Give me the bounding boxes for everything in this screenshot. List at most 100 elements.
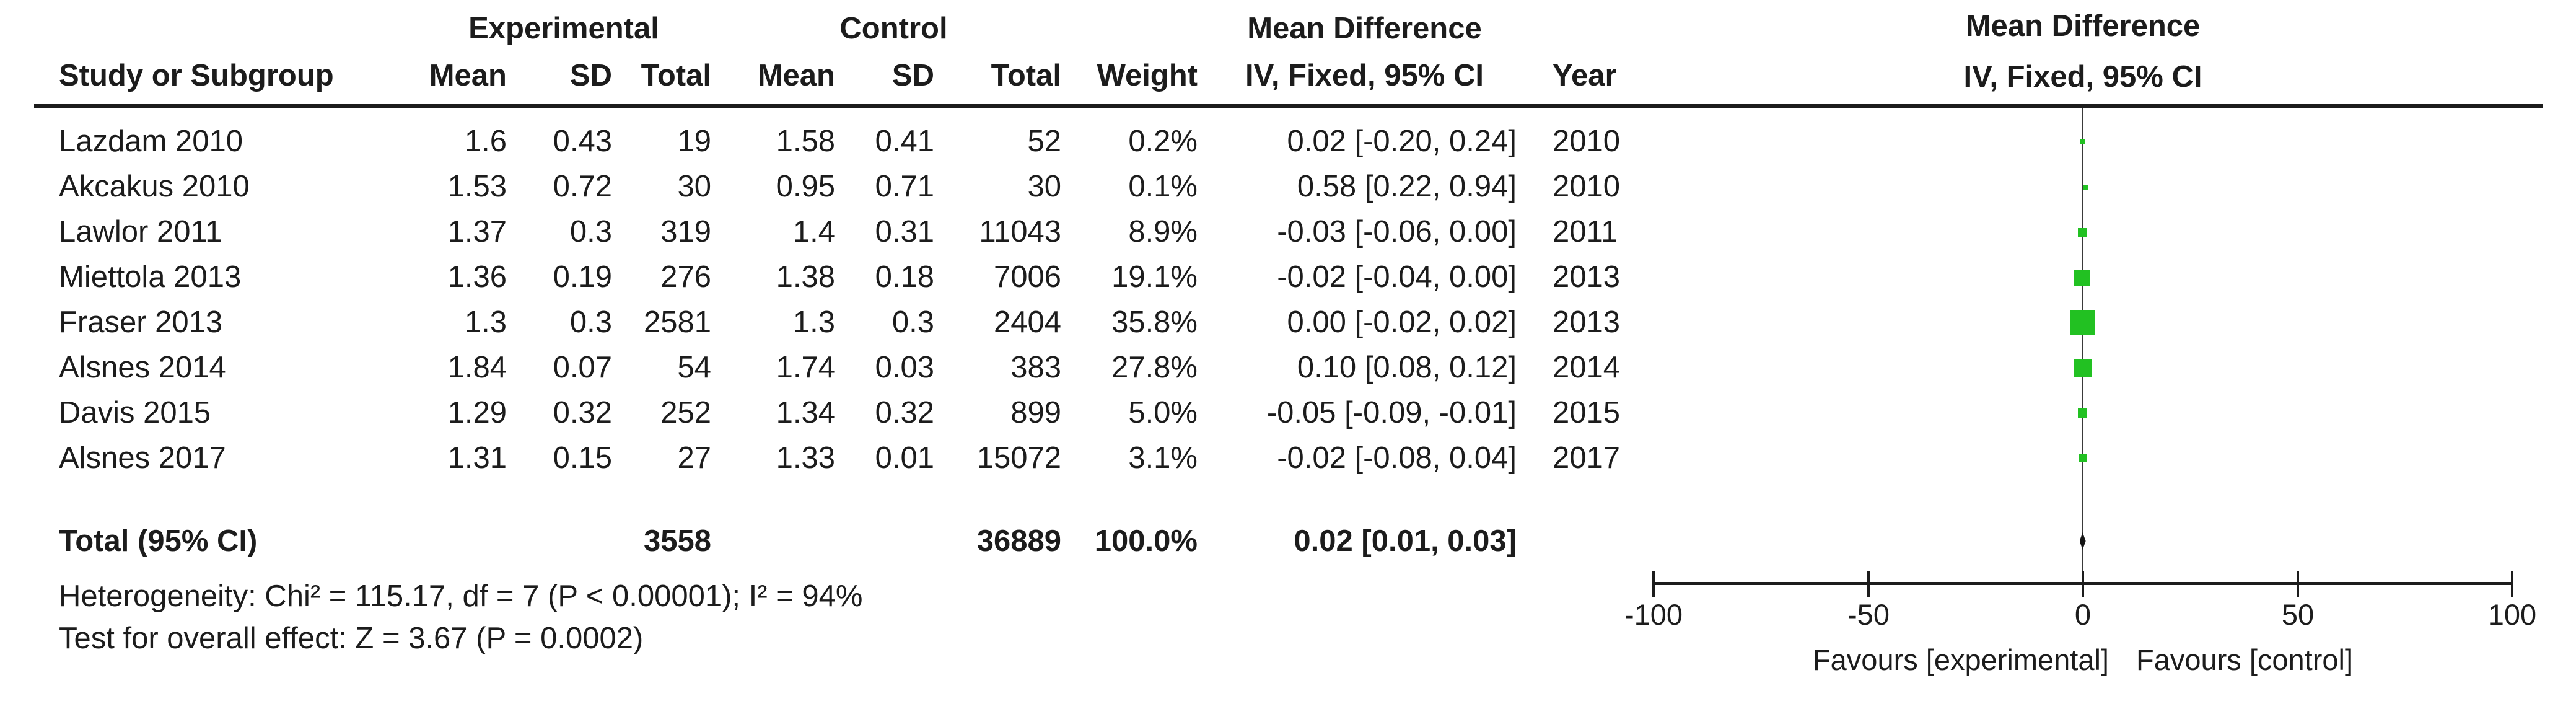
exp-sd-cell: 0.72 — [553, 170, 612, 203]
weight-cell: 19.1% — [1111, 260, 1198, 294]
weight-cell: 35.8% — [1111, 306, 1198, 339]
spacer — [1069, 6, 1205, 51]
year-cell: 2013 — [1553, 260, 1621, 294]
ctl-total-cell: 383 — [1010, 351, 1061, 384]
weight-cell: 0.1% — [1128, 170, 1198, 203]
exp-total-cell: 319 — [660, 215, 711, 249]
ctl-sd-cell: 0.18 — [875, 260, 934, 294]
axis-tick-label: 0 — [2074, 598, 2092, 631]
exp-total-cell: 27 — [677, 441, 711, 475]
ctl-sd-cell: 0.3 — [892, 306, 934, 339]
study-label: Fraser 2013 — [59, 306, 223, 339]
ctl-sd-cell: 0.41 — [875, 125, 934, 158]
ctl-total-cell: 899 — [1010, 396, 1061, 429]
exp-mean-cell: 1.36 — [447, 260, 507, 294]
total-exp-total: 3558 — [643, 524, 711, 558]
group-header-experimental: Experimental — [468, 12, 659, 45]
ctl-sd-cell: 0.71 — [875, 170, 934, 203]
study-label: Lazdam 2010 — [59, 125, 243, 158]
axis-tick-label: 50 — [2281, 598, 2315, 631]
ctl-total-cell: 2404 — [993, 306, 1061, 339]
ctl-sd-cell: 0.01 — [875, 441, 934, 475]
exp-mean-cell: 1.29 — [447, 396, 507, 429]
study-rows: Lazdam 2010 1.6 0.43 19 1.58 0.41 52 0.2… — [59, 119, 1629, 481]
col-header-study: Study or Subgroup — [59, 59, 334, 92]
weight-cell: 8.9% — [1128, 215, 1198, 249]
header-rule — [34, 104, 2543, 108]
year-cell: 2015 — [1553, 396, 1621, 429]
favours-control-label: Favours [control] — [2136, 643, 2354, 676]
zero-reference-line — [2082, 108, 2083, 583]
col-header-ctl-mean: Mean — [757, 59, 835, 92]
ctl-total-cell: 11043 — [979, 215, 1061, 249]
exp-sd-cell: 0.15 — [553, 441, 612, 475]
col-header-ctl-sd: SD — [892, 59, 934, 92]
exp-total-cell: 276 — [660, 260, 711, 294]
exp-sd-cell: 0.32 — [553, 396, 612, 429]
exp-total-cell: 19 — [677, 125, 711, 158]
col-header-ctl-total: Total — [991, 59, 1061, 92]
ctl-mean-cell: 1.3 — [792, 306, 835, 339]
study-marker — [2070, 310, 2095, 335]
axis-tick — [1652, 571, 1655, 597]
plot-title-ci: IV, Fixed, 95% CI — [1963, 60, 2202, 94]
study-marker — [2082, 184, 2088, 190]
col-header-weight: Weight — [1097, 59, 1198, 92]
ci-cell: 0.10 [0.08, 0.12] — [1297, 351, 1517, 384]
ctl-sd-cell: 0.03 — [875, 351, 934, 384]
study-label: Davis 2015 — [59, 396, 211, 429]
exp-sd-cell: 0.19 — [553, 260, 612, 294]
weight-cell: 27.8% — [1111, 351, 1198, 384]
year-cell: 2010 — [1553, 125, 1621, 158]
exp-mean-cell: 1.31 — [447, 441, 507, 475]
axis-tick-label: -100 — [1624, 598, 1683, 631]
total-label: Total (95% CI) — [59, 524, 258, 558]
plot-title-mean-difference: Mean Difference — [1965, 9, 2201, 43]
col-header-exp-sd: SD — [569, 59, 612, 92]
group-header-control: Control — [839, 12, 948, 45]
ctl-sd-cell: 0.32 — [875, 396, 934, 429]
spacer — [59, 6, 409, 51]
study-marker — [2074, 269, 2091, 286]
favours-experimental-label: Favours [experimental] — [1812, 643, 2109, 676]
exp-sd-cell: 0.3 — [569, 306, 612, 339]
spacer — [1524, 6, 1629, 51]
exp-total-cell: 30 — [677, 170, 711, 203]
ci-cell: -0.05 [-0.09, -0.01] — [1266, 396, 1517, 429]
study-label: Alsnes 2014 — [59, 351, 226, 384]
col-header-exp-total: Total — [641, 59, 711, 92]
axis-tick — [2511, 571, 2513, 597]
ctl-mean-cell: 1.33 — [776, 441, 835, 475]
axis-tick-label: 100 — [2487, 598, 2537, 631]
ctl-mean-cell: 1.58 — [776, 125, 835, 158]
ctl-mean-cell: 1.74 — [776, 351, 835, 384]
weight-cell: 3.1% — [1128, 441, 1198, 475]
exp-sd-cell: 0.43 — [553, 125, 612, 158]
year-cell: 2011 — [1553, 215, 1618, 249]
heterogeneity-text: Heterogeneity: Chi² = 115.17, df = 7 (P … — [59, 579, 863, 613]
ctl-total-cell: 7006 — [993, 260, 1061, 294]
col-header-exp-mean: Mean — [429, 59, 507, 92]
col-header-year: Year — [1553, 59, 1617, 92]
ci-cell: 0.02 [-0.20, 0.24] — [1287, 125, 1517, 158]
exp-mean-cell: 1.3 — [464, 306, 507, 339]
total-row: Total (95% CI) 3558 36889 100.0% 0.02 [0… — [59, 521, 1629, 561]
ci-cell: -0.03 [-0.06, 0.00] — [1277, 215, 1517, 249]
year-cell: 2017 — [1553, 441, 1621, 475]
ci-cell: 0.58 [0.22, 0.94] — [1297, 170, 1517, 203]
year-cell: 2013 — [1553, 306, 1621, 339]
ctl-total-cell: 15072 — [976, 441, 1061, 475]
exp-mean-cell: 1.37 — [447, 215, 507, 249]
axis-tick-label: -50 — [1847, 598, 1890, 631]
group-header-mean-difference: Mean Difference — [1247, 12, 1482, 45]
exp-sd-cell: 0.07 — [553, 351, 612, 384]
year-cell: 2010 — [1553, 170, 1621, 203]
ctl-mean-cell: 1.4 — [792, 215, 835, 249]
study-label: Lawlor 2011 — [59, 215, 222, 249]
ci-cell: 0.00 [-0.02, 0.02] — [1287, 306, 1517, 339]
ctl-total-cell: 52 — [1027, 125, 1061, 158]
year-cell: 2014 — [1553, 351, 1621, 384]
ctl-total-cell: 30 — [1027, 170, 1061, 203]
study-marker — [2080, 139, 2086, 144]
